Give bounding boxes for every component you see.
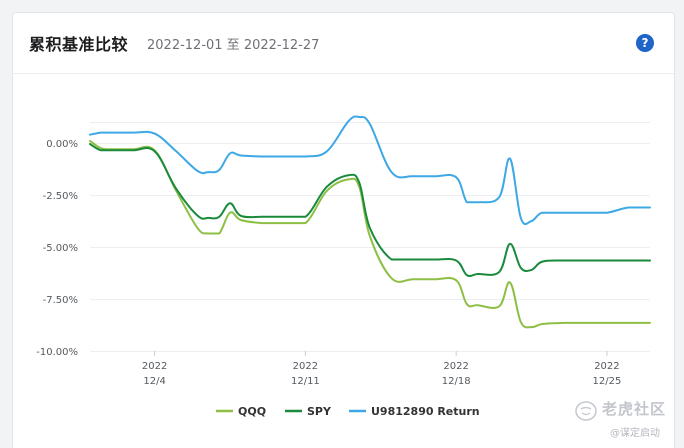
watermark-text: 老虎社区	[602, 400, 667, 418]
legend-item-return[interactable]: U9812890 Return	[349, 405, 480, 418]
watermark: 老虎社区 @谋定启动	[574, 398, 684, 444]
help-icon[interactable]: ?	[636, 34, 654, 52]
x-tick-year: 2022	[142, 361, 167, 372]
y-tick-label: -7.50%	[43, 295, 78, 306]
card-header: 累积基准比较 2022-12-01 至 2022-12-27 ?	[13, 13, 674, 74]
legend-label: SPY	[307, 405, 332, 418]
card-title: 累积基准比较	[29, 35, 129, 54]
x-tick-date: 12/25	[593, 376, 622, 387]
x-tick-date: 12/11	[291, 376, 320, 387]
legend-item-qqq[interactable]: QQQ	[216, 405, 266, 418]
legend-label: U9812890 Return	[371, 405, 480, 418]
legend-item-spy[interactable]: SPY	[285, 405, 332, 418]
y-tick-label: -5.00%	[43, 243, 78, 254]
y-tick-label: -10.00%	[36, 347, 78, 358]
y-tick-label: -2.50%	[43, 191, 78, 202]
y-tick-label: 0.00%	[46, 139, 78, 150]
benchmark-card: 累积基准比较 2022-12-01 至 2022-12-27 ?	[12, 12, 675, 448]
series-line-return	[89, 115, 651, 226]
series-line-spy	[89, 143, 651, 278]
x-tick-date: 12/18	[442, 376, 471, 387]
tiger-logo-icon	[575, 401, 597, 421]
series-line-qqq	[89, 139, 651, 329]
legend-label: QQQ	[238, 405, 266, 418]
x-tick-date: 12/4	[143, 376, 165, 387]
date-range: 2022-12-01 至 2022-12-27	[147, 38, 320, 53]
watermark-sub: @谋定启动	[610, 428, 660, 439]
x-tick-year: 2022	[443, 361, 468, 372]
x-tick-year: 2022	[594, 361, 619, 372]
x-tick-year: 2022	[293, 361, 318, 372]
